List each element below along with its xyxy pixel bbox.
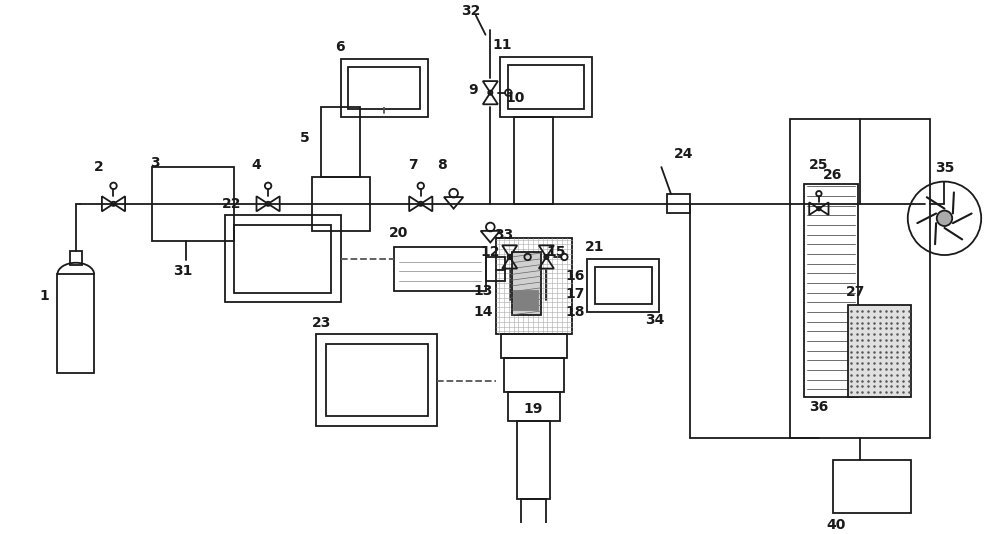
Bar [70,250,82,265]
Text: 22: 22 [222,197,241,211]
Circle shape [937,210,952,226]
Bar [517,421,550,499]
Text: 24: 24 [674,146,693,161]
Bar [512,252,541,315]
Text: 26: 26 [823,168,842,182]
Text: 40: 40 [827,517,846,532]
Text: 2: 2 [94,160,104,174]
Text: 12: 12 [481,245,500,259]
Bar [486,257,505,281]
Bar [790,119,930,438]
Text: 31: 31 [173,264,193,278]
Bar [321,107,360,177]
Bar [508,392,560,421]
Text: 10: 10 [506,91,525,105]
Text: 36: 36 [809,400,828,414]
Text: 16: 16 [566,269,585,283]
Bar [848,305,911,397]
Text: 32: 32 [461,4,481,18]
Bar [341,59,428,117]
Bar [316,334,437,426]
Bar [595,266,652,304]
Text: 11: 11 [492,38,512,52]
Text: 19: 19 [523,402,543,415]
Bar [587,259,659,312]
Text: 4: 4 [252,158,261,172]
Bar [225,215,341,302]
Bar [833,460,911,513]
Text: 25: 25 [809,158,829,172]
Text: 1: 1 [39,288,49,303]
Text: 6: 6 [335,40,344,54]
Bar [504,358,564,392]
Text: 5: 5 [300,131,310,145]
Bar [496,238,572,334]
Text: 13: 13 [474,284,493,298]
Bar [312,177,370,231]
Bar [667,194,690,214]
Text: 3: 3 [150,156,160,170]
Text: 27: 27 [846,285,865,299]
Text: 21: 21 [585,240,604,254]
Text: 23: 23 [312,316,331,329]
Text: 14: 14 [474,305,493,319]
Bar [804,184,858,397]
Bar [152,167,234,240]
Text: 15: 15 [546,245,566,259]
Bar [326,344,428,417]
Text: 8: 8 [437,158,447,172]
Bar [348,67,420,109]
Text: 35: 35 [935,161,954,175]
Text: 34: 34 [645,313,664,327]
Bar [501,334,567,358]
Bar [514,291,538,310]
Text: 18: 18 [566,305,585,319]
Bar [514,117,553,204]
Text: 20: 20 [389,226,408,240]
Text: 33: 33 [494,227,513,242]
Bar [234,225,331,293]
Bar [394,247,486,291]
Text: 9: 9 [468,83,478,97]
Bar [521,499,546,534]
Bar [508,65,584,109]
Bar [57,274,94,373]
Text: 7: 7 [408,158,418,172]
Text: 17: 17 [566,287,585,301]
Bar [500,57,592,117]
